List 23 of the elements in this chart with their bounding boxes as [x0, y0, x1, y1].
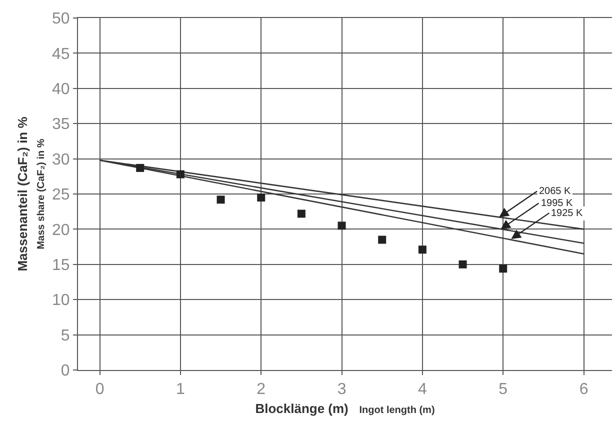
- x-axis-title: Blocklänge (m) Ingot length (m): [255, 400, 435, 416]
- y-tick-label: 5: [60, 327, 70, 344]
- x-tick-label: 6: [579, 381, 588, 398]
- y-tick-label: 40: [52, 81, 70, 98]
- x-tick-label: 3: [337, 381, 346, 398]
- annotation: 1995 K: [541, 198, 574, 209]
- y-tick-label: 30: [52, 151, 70, 168]
- y-tick-label: 10: [52, 292, 70, 310]
- annotation: 2065 K: [539, 186, 572, 197]
- y-tick-label: 35: [52, 116, 70, 134]
- y-tick-label: 25: [52, 186, 70, 204]
- x-tick-label: 5: [498, 381, 508, 398]
- x-tick-label: 2: [256, 381, 266, 398]
- x-tick-label: 1: [176, 381, 185, 398]
- y-tick-label: 15: [52, 257, 70, 274]
- y-tick-label: 45: [52, 46, 70, 63]
- y-tick-label: 20: [52, 222, 70, 239]
- x-tick-label: 0: [95, 381, 104, 398]
- annotation: 1925 K: [551, 208, 584, 219]
- y-tick-label: 0: [60, 362, 70, 380]
- y-tick-label: 50: [52, 10, 70, 28]
- y-axis-title: Massenanteil (CaF₂) in % Mass share (CaF₂) in %: [15, 116, 47, 272]
- x-tick-label: 4: [418, 381, 427, 398]
